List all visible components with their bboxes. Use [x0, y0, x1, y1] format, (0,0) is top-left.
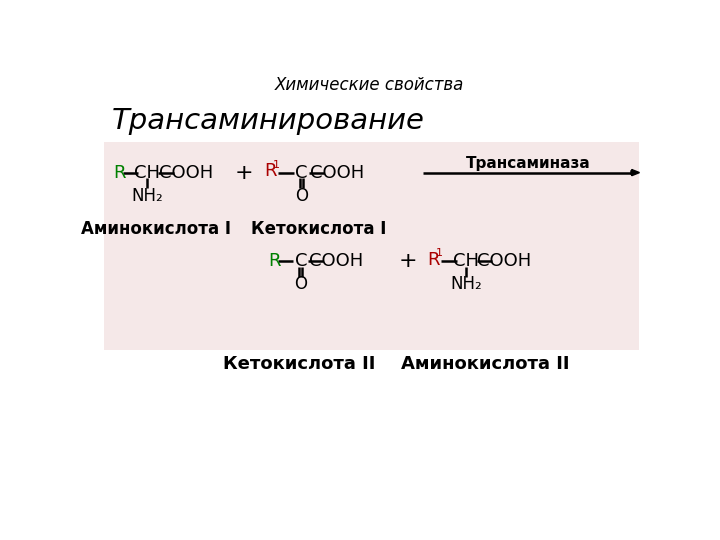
Text: R: R	[269, 252, 281, 270]
Text: 1: 1	[273, 160, 280, 170]
Text: R: R	[427, 251, 440, 268]
Text: +: +	[234, 163, 253, 183]
Text: R: R	[113, 164, 126, 181]
Text: NH₂: NH₂	[132, 187, 163, 205]
Text: O: O	[294, 275, 307, 293]
Text: CH: CH	[453, 252, 479, 270]
Text: C: C	[294, 252, 307, 270]
Text: 1: 1	[436, 248, 443, 259]
Text: Аминокислота I: Аминокислота I	[81, 220, 231, 238]
Text: O: O	[295, 187, 308, 205]
Text: Химические свойства: Химические свойства	[274, 76, 464, 94]
Text: R: R	[264, 162, 277, 180]
Text: Трансаминаза: Трансаминаза	[466, 156, 590, 171]
Text: Кетокислота II: Кетокислота II	[223, 355, 375, 373]
Text: +: +	[398, 251, 417, 271]
Text: COOH: COOH	[159, 164, 213, 181]
Text: Трансаминирование: Трансаминирование	[112, 107, 425, 135]
Text: NH₂: NH₂	[450, 275, 482, 293]
Text: Аминокислота II: Аминокислота II	[401, 355, 570, 373]
Bar	[104, 142, 639, 350]
Text: CH: CH	[135, 164, 161, 181]
FancyArrow shape	[631, 170, 639, 176]
Text: C: C	[295, 164, 308, 181]
Text: COOH: COOH	[310, 164, 364, 181]
Text: COOH: COOH	[477, 252, 532, 270]
Text: COOH: COOH	[310, 252, 364, 270]
Text: Кетокислота I: Кетокислота I	[251, 220, 387, 238]
